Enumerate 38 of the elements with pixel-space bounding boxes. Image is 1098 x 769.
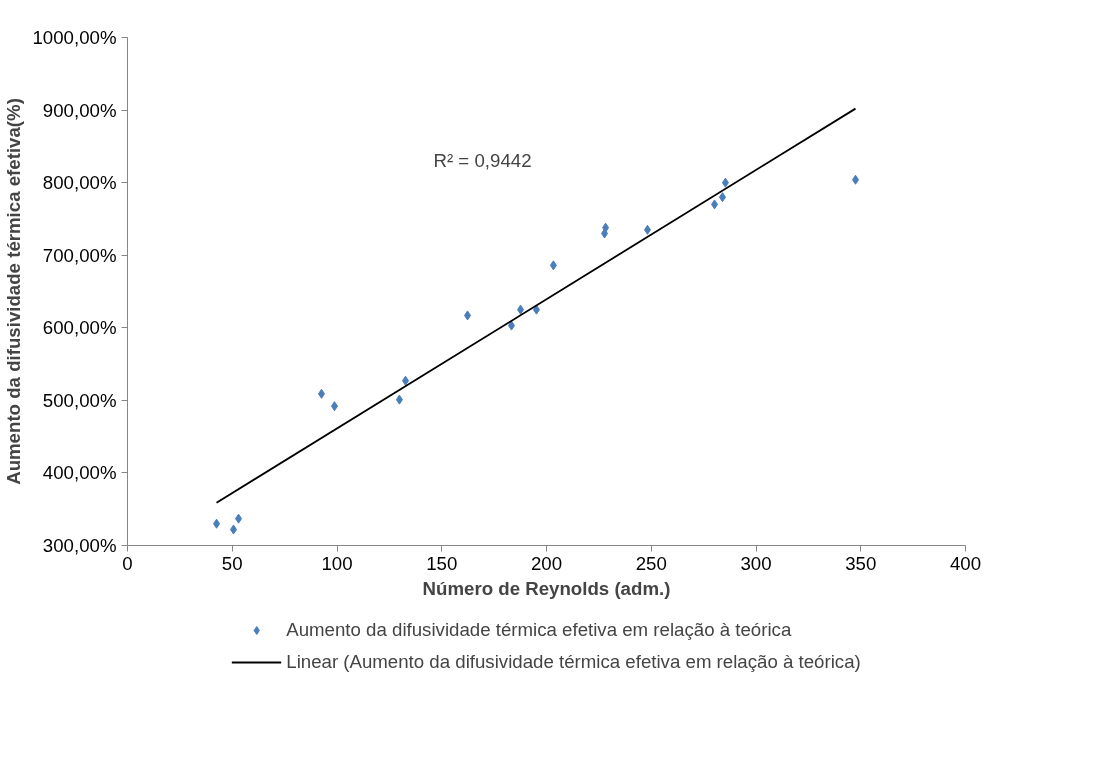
point [517, 304, 525, 315]
point [464, 310, 472, 321]
x-tick-label: 250 [635, 552, 667, 574]
y-tick-label: 600,00% [42, 317, 117, 339]
legend-label: Linear (Aumento da difusividade térmica efetiva em relação à teórica) [286, 651, 861, 673]
point [330, 401, 338, 412]
y-tick-label: 800,00% [42, 172, 117, 194]
point [852, 174, 860, 185]
point [402, 375, 410, 386]
point [549, 260, 557, 271]
point [213, 518, 221, 529]
x-tick-label: 200 [530, 552, 563, 574]
y-axis-title: Aumento da difusividade térmica efetiva(%) [3, 98, 25, 485]
point [721, 177, 729, 188]
y-tick-label: 700,00% [42, 244, 117, 266]
point [711, 199, 719, 210]
point [718, 192, 726, 203]
point [235, 513, 243, 524]
point [395, 394, 403, 405]
x-tick-label: 400 [949, 552, 982, 574]
legend-label: Aumento da difusividade térmica efetiva em relação à teórica [286, 619, 792, 641]
x-tick-label: 300 [740, 552, 772, 574]
y-tick-label: 500,00% [42, 389, 117, 411]
x-tick-label: 100 [321, 552, 353, 574]
x-tick-label: 0 [122, 552, 133, 574]
y-tick-label: 400,00% [42, 462, 117, 484]
x-tick-label: 150 [426, 552, 458, 574]
point [508, 320, 516, 331]
x-tick-label: 350 [845, 552, 877, 574]
x-tick-label: 50 [221, 552, 243, 574]
annotation: R² = 0,9442 [433, 150, 532, 171]
point [602, 222, 610, 233]
point [643, 224, 651, 235]
y-tick-label: 900,00% [42, 99, 117, 121]
y-tick-label: 1000,00% [32, 27, 117, 48]
y-tick-label: 300,00% [42, 535, 117, 556]
point [230, 524, 238, 535]
x-axis-title: Número de Reynolds (adm.) [422, 577, 671, 599]
